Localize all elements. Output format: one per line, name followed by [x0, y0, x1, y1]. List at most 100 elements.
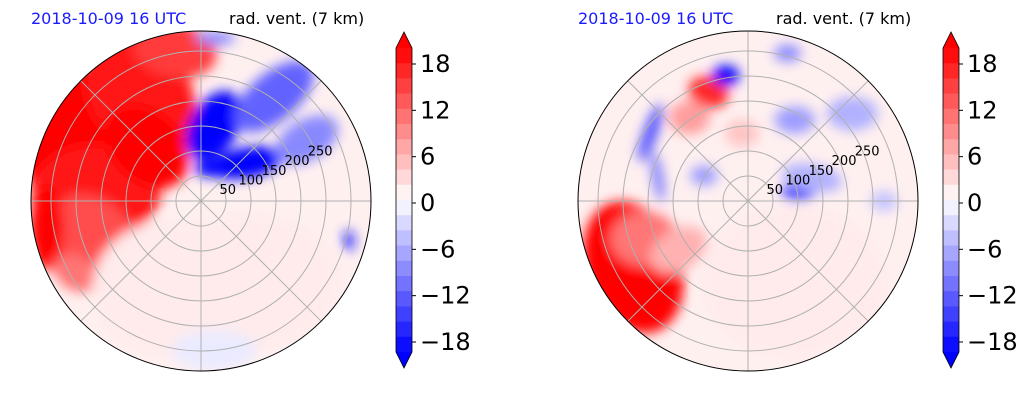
panel-right-field-cell	[638, 103, 663, 162]
panel-right-colorbar-segment	[943, 124, 959, 140]
panel-left-colorbar-segment	[396, 215, 412, 231]
panel-left-radial-tick-label: 200	[285, 154, 310, 169]
panel-right-colorbar-tick-label: −6	[967, 235, 1002, 263]
panel-right-colorbar-segment	[943, 245, 959, 262]
panel-left-field-cell	[186, 91, 243, 161]
panel-left-plot-area	[31, 31, 371, 371]
panel-left-colorbar-segment	[396, 260, 412, 277]
panel-right-colorbar-segment	[943, 260, 959, 277]
panel-left-colorbar-tick-label: −12	[420, 282, 471, 310]
panel-right-colorbar-segment	[943, 78, 959, 95]
panel-left-colorbar-segment	[396, 321, 412, 338]
panel-left-border	[30, 30, 372, 372]
panel-right-colorbar-extend-min	[943, 352, 959, 368]
panel-left-colorbar-tick-label: 6	[420, 143, 435, 171]
panel-left-colorbar-segment	[396, 200, 412, 216]
panel-left-field-cell	[234, 60, 314, 133]
panel-right-colorbar-segment	[943, 48, 959, 64]
panel-right-field-cell	[688, 76, 729, 109]
panel-left-field-cell	[275, 115, 339, 165]
panel-left-colorbar-tick-label: 0	[420, 189, 435, 217]
panel-right-azimuth-line	[747, 200, 869, 322]
panel-right-colorbar-extend-max	[943, 32, 959, 48]
panel-left-colorbar-segment	[396, 93, 412, 110]
panel-left-colorbar-tick-label: 18	[420, 50, 451, 78]
panel-right-colorbar-segment	[943, 291, 959, 307]
panel-right-radial-tick-label: 200	[832, 154, 857, 169]
panel-left-radial-tick-label: 250	[308, 145, 333, 160]
panel-right-field-cell	[781, 163, 843, 193]
panel-right-colorbar-segment	[943, 93, 959, 110]
panel-right-azimuth-line	[627, 80, 749, 202]
panel-right-colorbar-segment	[943, 139, 959, 155]
panel-right-field-cell	[690, 165, 718, 186]
panel-right-radial-tick-label: 250	[855, 145, 880, 160]
panel-left-azimuth-line	[80, 200, 202, 322]
panel-left-field-cell	[194, 31, 236, 46]
panel-left-colorbar-segment	[396, 306, 412, 323]
panel-left-colorbar-segment	[396, 154, 412, 171]
panel-right-field-cell	[649, 226, 707, 274]
panel-right-grid	[578, 31, 918, 371]
panel-left-colorbar-segment	[396, 139, 412, 155]
panel-right-plot-area	[578, 31, 918, 371]
panel-right-azimuth-line	[747, 80, 869, 202]
panel-right-radial-tick-label: 150	[809, 164, 834, 179]
panel-right-colorbar-tick-label: 6	[967, 143, 982, 171]
panel-right-field-cell	[826, 96, 878, 131]
panel-left-colorbar-segment	[396, 276, 412, 292]
panel-right-colorbar-segment	[943, 63, 959, 79]
panel-left-colorbar-tick-label: 12	[420, 96, 451, 124]
panel-right-azimuth-line	[627, 200, 749, 322]
panel-right-field-cell	[774, 106, 816, 134]
panel-left-date-label: 2018-10-09 16 UTC	[31, 9, 186, 28]
panel-right-colorbar-segment	[943, 154, 959, 171]
panel-left-grid	[31, 31, 371, 371]
panel-right-colorbar: 18 12 6 0 −6 −12 −18	[942, 31, 1018, 369]
panel-right-variable-label: rad. vent. (7 km)	[776, 9, 911, 28]
panel-left-radial-tick-label: 50	[220, 183, 237, 198]
panel-left-field-cell	[194, 160, 229, 178]
panel-left-colorbar-tick-label: −18	[420, 328, 471, 356]
panel-left-colorbar-segment	[396, 184, 412, 201]
panel-left-colorbar-extend-max	[396, 32, 412, 48]
panel-right-field-cell	[650, 151, 665, 202]
panel-right-colorbar-segment	[943, 215, 959, 231]
panel-left-colorbar-segment	[396, 78, 412, 95]
panel-right: 2018-10-09 16 UTC rad. vent. (7 km) 5010…	[577, 9, 1018, 372]
panel-right-colorbar-tick-label: 18	[967, 50, 998, 78]
panel-left-colorbar-segment	[396, 230, 412, 247]
panel-right-colorbar-tick-label: 0	[967, 189, 982, 217]
panel-right-colorbar-segment	[943, 306, 959, 323]
panel-left-radial-tick-label: 150	[262, 164, 287, 179]
panel-right-date-label: 2018-10-09 16 UTC	[578, 9, 733, 28]
panel-right-colorbar-segment	[943, 276, 959, 292]
panel-right-field-cell	[669, 100, 710, 135]
panel-left-field-cell	[209, 146, 284, 180]
panel-right-colorbar-segment	[943, 184, 959, 201]
panel-right-border	[577, 30, 919, 372]
panel-right-colorbar-segment	[943, 108, 959, 125]
panel-left-field-cell	[92, 220, 246, 357]
panel-left-variable-label: rad. vent. (7 km)	[229, 9, 364, 28]
panel-left-colorbar-segment	[396, 336, 412, 353]
panel-right-field-cell	[701, 205, 889, 359]
panel-right-colorbar-tick-label: −12	[967, 282, 1018, 310]
panel-left-colorbar-segment	[396, 291, 412, 307]
panel-left-colorbar-segment	[396, 124, 412, 140]
panel-left-colorbar-extend-min	[396, 352, 412, 368]
panel-left-azimuth-line	[80, 80, 202, 202]
panel-left-azimuth-line	[200, 80, 322, 202]
panel-left: 2018-10-09 16 UTC rad. vent. (7 km) 5010…	[30, 9, 471, 372]
panel-left-colorbar: 18 12 6 0 −6 −12 −18	[395, 31, 471, 369]
panel-left-colorbar-outline	[395, 31, 413, 369]
panel-right-colorbar-segment	[943, 200, 959, 216]
panel-right-colorbar-tick-label: −18	[967, 328, 1018, 356]
panel-left-colorbar-segment	[396, 169, 412, 186]
panel-left-field-cell	[343, 230, 354, 251]
panel-right-colorbar-outline	[942, 31, 960, 369]
panel-right-colorbar-tick-label: 12	[967, 96, 998, 124]
